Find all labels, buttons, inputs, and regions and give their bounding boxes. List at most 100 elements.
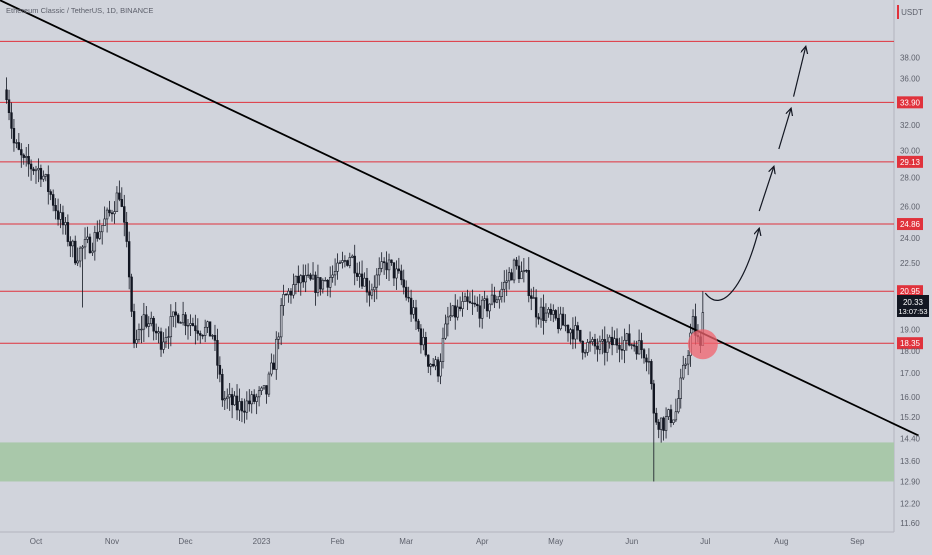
candle-body — [429, 363, 432, 367]
candle-body — [321, 280, 325, 290]
candle-body — [336, 262, 339, 272]
x-tick-label: Nov — [105, 537, 119, 546]
candle-body — [566, 324, 570, 334]
candle-body — [164, 337, 168, 343]
candle-body — [473, 302, 477, 305]
candle-body — [81, 246, 84, 249]
candle-body — [243, 410, 246, 413]
candle-body — [552, 310, 555, 315]
candle-body — [346, 260, 349, 266]
candle-body — [647, 361, 651, 363]
candle-body — [255, 396, 258, 402]
candle-body — [674, 411, 678, 421]
candle-body — [203, 326, 207, 336]
candle-body — [206, 321, 209, 328]
y-tick-label: 22.50 — [900, 259, 921, 268]
candle-body — [248, 400, 251, 405]
candle-body — [468, 301, 472, 304]
candle-body — [569, 329, 572, 334]
candle-body — [601, 339, 604, 342]
candle-body — [154, 330, 158, 334]
candle-body — [458, 306, 462, 310]
candle-body — [620, 348, 624, 351]
candle-body — [628, 333, 631, 346]
candle-body — [267, 373, 271, 395]
candle-body — [270, 362, 273, 375]
y-tick-label: 14.40 — [900, 434, 921, 443]
level-badge — [897, 96, 923, 109]
candle-body — [181, 314, 185, 324]
candle-body — [623, 339, 626, 351]
candle-body — [7, 99, 11, 114]
candle-body — [640, 340, 643, 351]
candle-body — [691, 316, 695, 334]
candle-body — [471, 302, 474, 304]
candle-body — [297, 275, 300, 284]
candle-body — [454, 305, 457, 318]
candle-body — [539, 306, 543, 320]
candle-body — [419, 328, 423, 346]
candle-body — [152, 317, 155, 332]
candle-body — [512, 259, 516, 281]
candle-body — [441, 337, 445, 362]
candle-body — [49, 191, 52, 195]
candle-body — [47, 174, 50, 192]
candle-body — [110, 212, 114, 215]
candle-body — [498, 296, 501, 301]
candle-body — [596, 345, 599, 350]
candle-body — [201, 334, 204, 337]
candle-body — [218, 365, 222, 375]
level-badge — [897, 218, 923, 231]
currency-label: USDT — [901, 8, 923, 17]
candle-body — [667, 409, 670, 417]
candle-body — [598, 340, 602, 350]
support-zone — [0, 442, 894, 482]
candle-body — [554, 310, 557, 319]
candle-body — [672, 419, 675, 423]
x-tick-label: Aug — [774, 537, 788, 546]
candle-body — [172, 311, 175, 317]
candle-body — [395, 268, 398, 279]
candle-body — [360, 273, 364, 287]
currency-marker — [897, 5, 899, 19]
candle-body — [434, 359, 437, 367]
candle-body — [355, 272, 359, 277]
candle-body — [659, 417, 663, 430]
candle-body — [456, 306, 459, 318]
candle-body — [123, 206, 126, 223]
candle-body — [579, 329, 582, 342]
candle-body — [189, 323, 192, 326]
projection-arrow — [758, 166, 774, 212]
candle-body — [664, 416, 668, 431]
candle-body — [588, 341, 592, 343]
countdown-label: 13:07:53 — [898, 307, 927, 316]
candle-body — [542, 306, 545, 321]
x-tick-label: Oct — [30, 537, 43, 546]
candle-body — [240, 401, 244, 412]
candle-body — [194, 325, 197, 332]
candle-body — [608, 336, 611, 343]
candle-body — [341, 260, 344, 263]
candle-body — [314, 274, 317, 293]
last-price-label: 20.33 — [903, 298, 924, 307]
candle-body — [71, 240, 74, 247]
candle-body — [657, 421, 660, 430]
breakout-circle — [687, 329, 718, 360]
candle-body — [223, 398, 226, 401]
candle-body — [39, 168, 43, 180]
candle-body — [407, 296, 410, 299]
candle-body — [576, 325, 580, 331]
candle-body — [299, 275, 302, 284]
candle-body — [363, 277, 366, 287]
candle-body — [424, 336, 428, 356]
y-tick-label: 38.00 — [900, 54, 921, 63]
candle-body — [292, 284, 295, 296]
candle-body — [485, 298, 489, 312]
candle-body — [581, 340, 584, 353]
candle-body — [505, 280, 508, 283]
candle-body — [507, 272, 511, 282]
candle-body — [615, 338, 619, 346]
candle-body — [316, 277, 320, 293]
candle-body — [351, 255, 354, 258]
